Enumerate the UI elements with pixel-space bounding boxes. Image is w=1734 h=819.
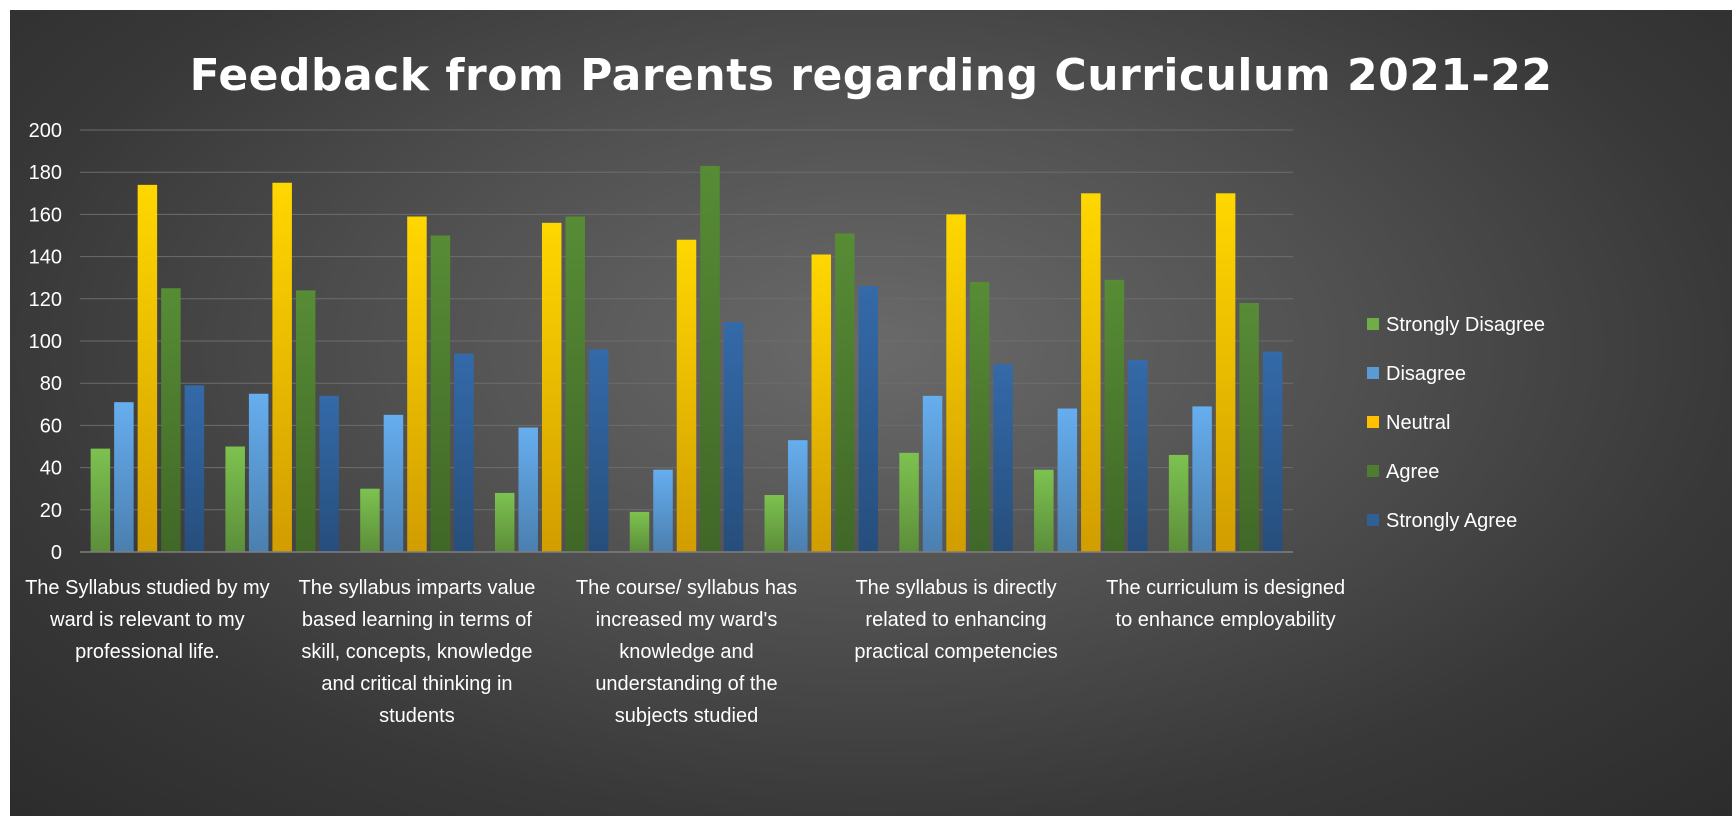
bar <box>1168 454 1189 552</box>
bar <box>518 427 538 552</box>
bar <box>272 182 292 552</box>
y-tick-label: 60 <box>40 415 62 437</box>
y-tick-label: 180 <box>29 162 62 184</box>
bar <box>629 511 650 552</box>
bar <box>319 395 339 552</box>
legend-label: Strongly Disagree <box>1386 314 1545 336</box>
bar <box>184 385 205 552</box>
bar <box>1057 408 1078 552</box>
bar <box>946 214 966 552</box>
bar <box>494 492 515 552</box>
bar <box>811 254 832 553</box>
bar <box>360 488 380 552</box>
bar <box>1034 469 1054 552</box>
bar <box>114 402 134 552</box>
legend-swatch <box>1367 465 1379 477</box>
bar <box>454 353 474 552</box>
bar <box>1104 279 1125 552</box>
legend-label: Agree <box>1386 461 1439 483</box>
bar <box>225 446 245 552</box>
bar <box>922 395 943 552</box>
legend-label: Neutral <box>1386 412 1450 434</box>
bar <box>653 469 673 552</box>
y-tick-label: 80 <box>40 373 62 395</box>
legend-swatch <box>1367 514 1379 526</box>
bar <box>1081 193 1101 553</box>
bar <box>295 290 316 552</box>
x-tick-label: The syllabus imparts value based learning… <box>299 577 536 727</box>
y-tick-label: 100 <box>29 331 62 353</box>
x-tick-label: The syllabus is directly related to enhan… <box>854 577 1057 663</box>
bar <box>700 165 720 552</box>
x-tick-label: The curriculum is designed to enhance emp… <box>1106 577 1345 631</box>
legend-swatch <box>1367 367 1379 379</box>
bar <box>588 349 609 552</box>
x-tick-label: The course/ syllabus has increased my war… <box>576 577 797 727</box>
bar <box>407 216 427 552</box>
legend-swatch <box>1367 318 1379 330</box>
bar <box>565 216 585 552</box>
y-tick-label: 140 <box>29 247 62 269</box>
y-tick-label: 160 <box>29 204 62 226</box>
bar <box>90 448 111 552</box>
bar <box>858 286 879 552</box>
bar <box>430 235 451 552</box>
bar-chart: 0 20 40 60 80 100 120 140 160 180 200 The Syllabus … <box>25 120 1545 727</box>
bar <box>676 239 697 552</box>
chart-area: Feedback from Parents regarding Curricul… <box>10 10 1732 816</box>
y-tick-label: 120 <box>29 289 62 311</box>
bar <box>1239 303 1259 552</box>
bar <box>723 322 744 552</box>
y-tick-label: 20 <box>40 500 62 522</box>
bar <box>1128 359 1148 552</box>
legend-label: Strongly Agree <box>1386 510 1517 532</box>
y-tick-label: 40 <box>40 458 62 480</box>
bar <box>764 495 785 552</box>
bar <box>788 440 808 552</box>
y-tick-label: 0 <box>51 542 62 564</box>
bar <box>383 414 404 552</box>
legend-swatch <box>1367 416 1379 428</box>
y-tick-label: 200 <box>29 120 62 142</box>
bar <box>161 288 181 552</box>
bar <box>993 364 1013 552</box>
bar <box>969 281 990 552</box>
chart-title: Feedback from Parents regarding Curricul… <box>189 50 1553 101</box>
bar <box>248 393 269 552</box>
bar <box>899 452 919 552</box>
x-tick-label: The Syllabus studied by my ward is releva… <box>25 577 270 663</box>
bar <box>137 184 158 553</box>
legend-label: Disagree <box>1386 363 1466 385</box>
bar <box>835 233 855 552</box>
bar <box>541 222 562 552</box>
bar <box>1262 351 1283 552</box>
bar <box>1192 406 1212 552</box>
bar <box>1215 193 1236 553</box>
